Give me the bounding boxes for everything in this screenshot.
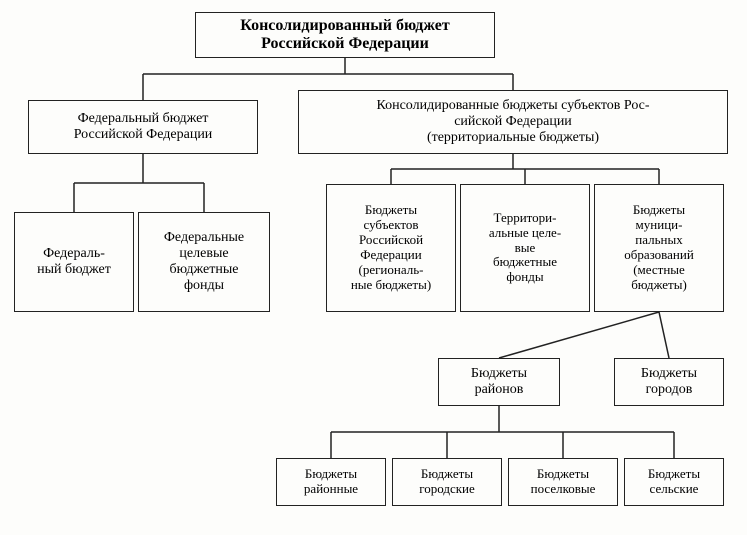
node-territorial-funds: Территори-альные целе-выебюджетныефонды	[460, 184, 590, 312]
node-municipal-budgets: Бюджетымуници-пальныхобразований(местные…	[594, 184, 724, 312]
label: Бюджетысельские	[648, 467, 700, 497]
node-rayon-budgets: Бюджетырайонные	[276, 458, 386, 506]
label: Федеральныецелевыебюджетныефонды	[164, 230, 244, 294]
label: Бюджетыгородов	[641, 366, 697, 398]
node-subject-budgets: БюджетысубъектовРоссийскойФедерации(реги…	[326, 184, 456, 312]
label: Федеральный бюджетРоссийской Федерации	[74, 111, 213, 143]
node-federal-budget: Федераль-ный бюджет	[14, 212, 134, 312]
node-federal-budget-rf: Федеральный бюджетРоссийской Федерации	[28, 100, 258, 154]
label: Бюджетырайонов	[471, 366, 527, 398]
node-rural-budgets: Бюджетысельские	[624, 458, 724, 506]
node-federal-funds: Федеральныецелевыебюджетныефонды	[138, 212, 270, 312]
label: Бюджетымуници-пальныхобразований(местные…	[624, 203, 694, 293]
node-district-budgets: Бюджетырайонов	[438, 358, 560, 406]
label: Бюджетыгородские	[419, 467, 475, 497]
label: Федераль-ный бюджет	[37, 246, 111, 278]
node-settlement-budgets: Бюджетыпоселковые	[508, 458, 618, 506]
node-city-budgets: Бюджетыгородов	[614, 358, 724, 406]
label: БюджетысубъектовРоссийскойФедерации(реги…	[351, 203, 431, 293]
label: Консолидированные бюджеты субъектов Рос-…	[376, 98, 649, 146]
node-root: Консолидированный бюджетРоссийской Федер…	[195, 12, 495, 58]
label: Территори-альные целе-выебюджетныефонды	[489, 211, 561, 286]
label: Бюджетырайонные	[304, 467, 358, 497]
label: Бюджетыпоселковые	[531, 467, 596, 497]
node-consolidated-subjects: Консолидированные бюджеты субъектов Рос-…	[298, 90, 728, 154]
label: Консолидированный бюджетРоссийской Федер…	[240, 17, 449, 54]
node-gorod-budgets: Бюджетыгородские	[392, 458, 502, 506]
